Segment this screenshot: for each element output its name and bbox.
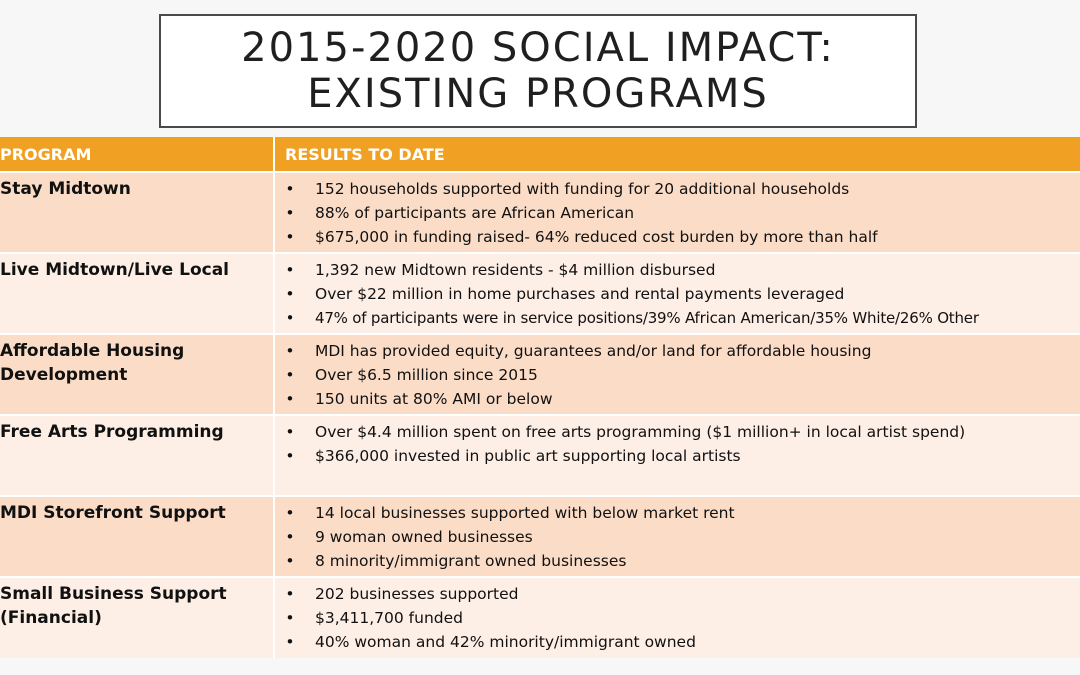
- bullet-icon: •: [285, 228, 295, 246]
- result-item: • Over $4.4 million spent on free arts pr…: [285, 420, 1080, 444]
- result-text: 14 local businesses supported with below…: [315, 504, 735, 522]
- table-row: Small Business Support (Financial) • 202 …: [0, 576, 1080, 658]
- results-cell: • 1,392 new Midtown residents - $4 millio…: [274, 252, 1080, 334]
- bullet-icon: •: [285, 504, 295, 522]
- results-cell: • Over $4.4 million spent on free arts pr…: [274, 414, 1080, 496]
- program-name: MDI Storefront Support: [0, 495, 275, 577]
- bullet-icon: •: [285, 366, 295, 384]
- bullet-icon: •: [285, 285, 295, 303]
- result-text: 1,392 new Midtown residents - $4 million…: [315, 261, 716, 279]
- results-list: • 152 households supported with funding f…: [285, 177, 1080, 249]
- results-list: • 1,392 new Midtown residents - $4 millio…: [285, 258, 1080, 330]
- table-row: Stay Midtown • 152 households supported w…: [0, 171, 1080, 253]
- result-item: • Over $22 million in home purchases and …: [285, 282, 1080, 306]
- bullet-icon: •: [285, 528, 295, 546]
- results-list: • 202 businesses supported • $3,411,700 fu…: [285, 582, 1080, 654]
- result-item: • 47% of participants were in service pos…: [285, 306, 1080, 330]
- result-item: • 14 local businesses supported with belo…: [285, 501, 1080, 525]
- programs-table: PROGRAM RESULTS TO DATE Stay Midtown • 15…: [0, 137, 1080, 658]
- result-item: • 88% of participants are African America…: [285, 201, 1080, 225]
- results-list: • Over $4.4 million spent on free arts pr…: [285, 420, 1080, 468]
- table-row: Live Midtown/Live Local • 1,392 new Midto…: [0, 252, 1080, 334]
- results-cell: • 14 local businesses supported with belo…: [274, 495, 1080, 577]
- result-item: • Over $6.5 million since 2015: [285, 363, 1080, 387]
- results-column-header: RESULTS TO DATE: [274, 137, 1080, 172]
- results-list: • MDI has provided equity, guarantees and…: [285, 339, 1080, 411]
- program-name: Free Arts Programming: [0, 414, 275, 496]
- result-text: MDI has provided equity, guarantees and/…: [315, 342, 872, 360]
- bullet-icon: •: [285, 204, 295, 222]
- result-text: Over $22 million in home purchases and r…: [315, 285, 845, 303]
- bullet-icon: •: [285, 390, 295, 408]
- result-item: • 9 woman owned businesses: [285, 525, 1080, 549]
- bullet-icon: •: [285, 609, 295, 627]
- result-item: • $675,000 in funding raised- 64% reduced…: [285, 225, 1080, 249]
- results-cell: • 152 households supported with funding f…: [274, 171, 1080, 253]
- bullet-icon: •: [285, 180, 295, 198]
- bullet-icon: •: [285, 309, 295, 327]
- result-text: 150 units at 80% AMI or below: [315, 390, 553, 408]
- result-item: • 150 units at 80% AMI or below: [285, 387, 1080, 411]
- result-text: 152 households supported with funding fo…: [315, 180, 850, 198]
- result-item: • 8 minority/immigrant owned businesses: [285, 549, 1080, 573]
- result-item: • $366,000 invested in public art support…: [285, 444, 1080, 468]
- program-column-header: PROGRAM: [0, 137, 275, 172]
- bullet-icon: •: [285, 552, 295, 570]
- result-item: • 202 businesses supported: [285, 582, 1080, 606]
- bullet-icon: •: [285, 423, 295, 441]
- program-name: Live Midtown/Live Local: [0, 252, 275, 334]
- result-item: • 40% woman and 42% minority/immigrant ow…: [285, 630, 1080, 654]
- result-item: • 1,392 new Midtown residents - $4 millio…: [285, 258, 1080, 282]
- result-item: • $3,411,700 funded: [285, 606, 1080, 630]
- bullet-icon: •: [285, 342, 295, 360]
- result-text: 9 woman owned businesses: [315, 528, 533, 546]
- result-item: • MDI has provided equity, guarantees and…: [285, 339, 1080, 363]
- results-list: • 14 local businesses supported with belo…: [285, 501, 1080, 573]
- program-name: Stay Midtown: [0, 171, 275, 253]
- table-row: Free Arts Programming • Over $4.4 million…: [0, 414, 1080, 496]
- slide-title-line-2: EXISTING PROGRAMS: [307, 71, 769, 117]
- result-text: 88% of participants are African American: [315, 204, 635, 222]
- table-row: Affordable Housing Development • MDI has …: [0, 333, 1080, 415]
- result-text: 202 businesses supported: [315, 585, 519, 603]
- program-name: Affordable Housing Development: [0, 333, 275, 415]
- result-text: 47% of participants were in service posi…: [315, 309, 979, 327]
- bullet-icon: •: [285, 261, 295, 279]
- bullet-icon: •: [285, 633, 295, 651]
- results-cell: • 202 businesses supported • $3,411,700 fu…: [274, 576, 1080, 658]
- result-text: Over $6.5 million since 2015: [315, 366, 538, 384]
- slide-title-box: 2015-2020 SOCIAL IMPACT: EXISTING PROGRA…: [159, 14, 917, 128]
- result-text: $3,411,700 funded: [315, 609, 463, 627]
- result-text: Over $4.4 million spent on free arts pro…: [315, 423, 966, 441]
- result-text: 8 minority/immigrant owned businesses: [315, 552, 627, 570]
- bullet-icon: •: [285, 447, 295, 465]
- result-text: $675,000 in funding raised- 64% reduced …: [315, 228, 878, 246]
- result-item: • 152 households supported with funding f…: [285, 177, 1080, 201]
- result-text: 40% woman and 42% minority/immigrant own…: [315, 633, 696, 651]
- program-name: Small Business Support (Financial): [0, 576, 275, 658]
- table-row: MDI Storefront Support • 14 local busines…: [0, 495, 1080, 577]
- result-text: $366,000 invested in public art supporti…: [315, 447, 741, 465]
- results-cell: • MDI has provided equity, guarantees and…: [274, 333, 1080, 415]
- slide-title-line-1: 2015-2020 SOCIAL IMPACT:: [241, 25, 835, 71]
- bullet-icon: •: [285, 585, 295, 603]
- table-header-row: PROGRAM RESULTS TO DATE: [0, 137, 1080, 172]
